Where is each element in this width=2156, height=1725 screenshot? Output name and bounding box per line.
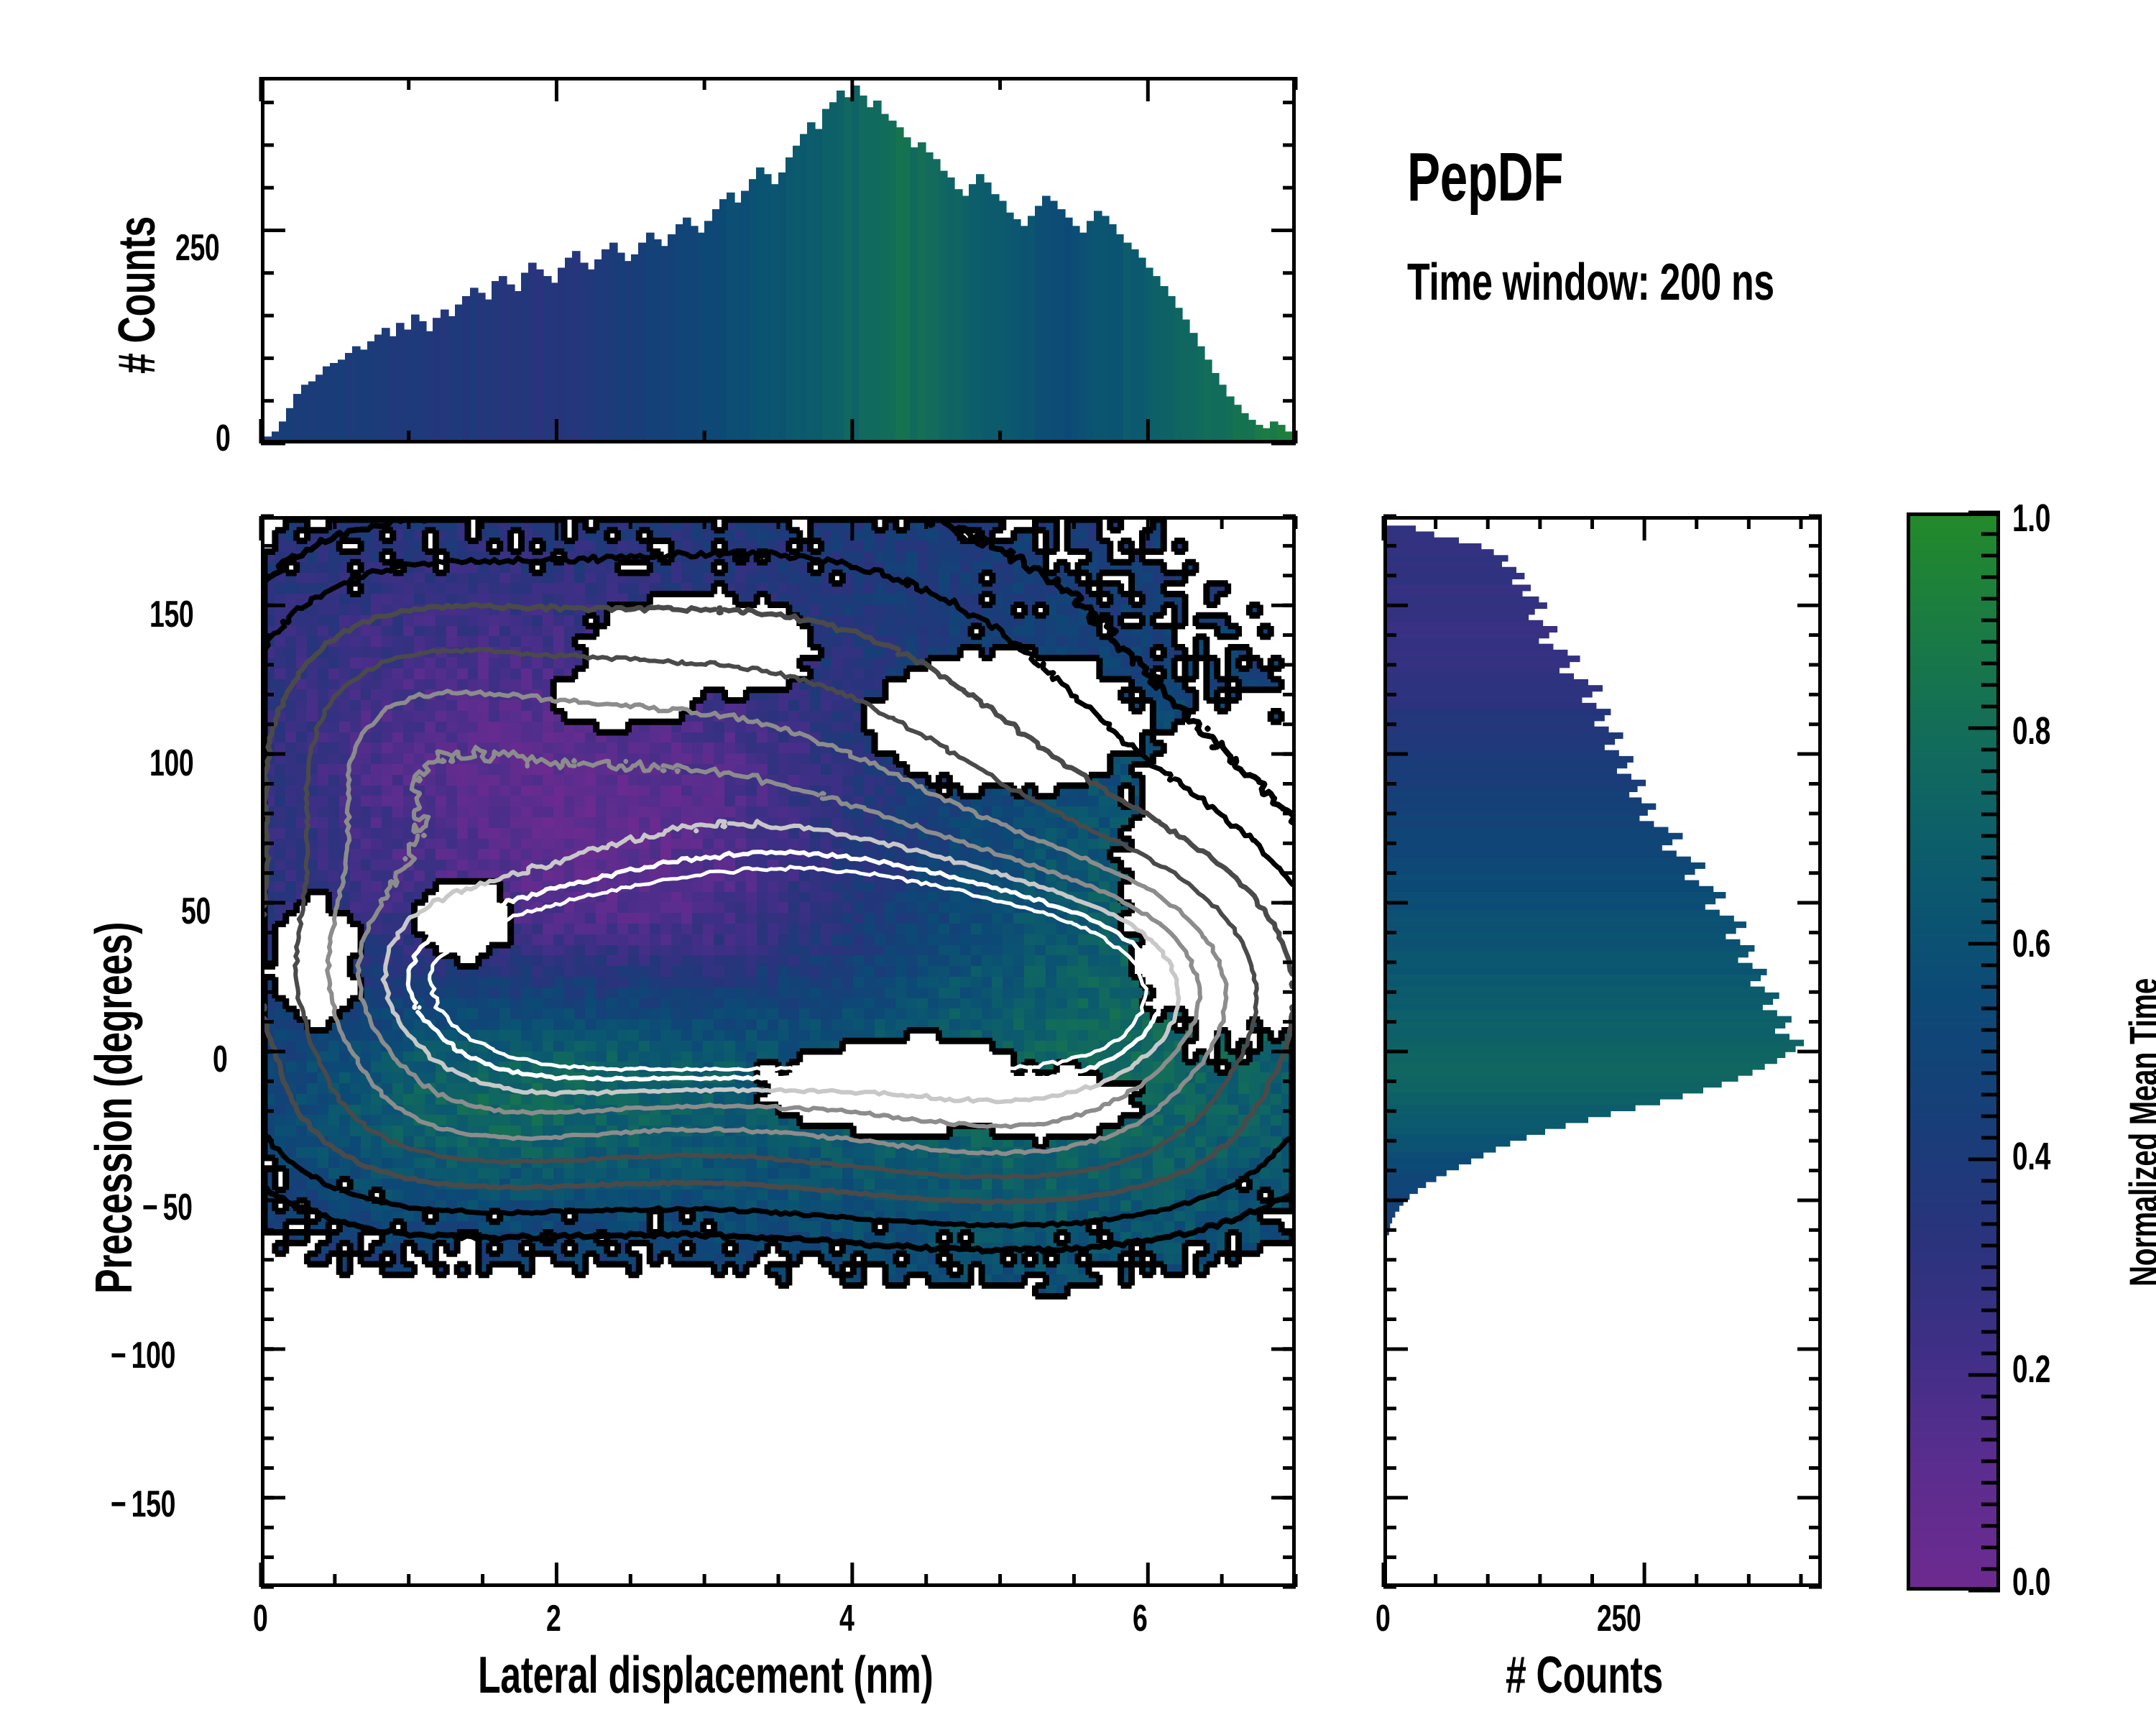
main-xtick-2: 2: [546, 1598, 561, 1639]
main-panel-ylabel: Precession (degrees): [86, 921, 143, 1294]
main-ytick-150: 150: [149, 594, 194, 635]
main-xtick-4: 4: [839, 1598, 854, 1639]
top-panel-ticks: [252, 68, 1301, 456]
main-ytick-neg100: − 100: [111, 1335, 176, 1376]
top-panel-ylabel: # Counts: [109, 216, 166, 374]
figure-title: PepDF: [1407, 139, 1564, 216]
right-panel-ticks: [1373, 503, 1833, 1603]
colorbar-tick-0-2: 0.2: [2012, 1348, 2050, 1391]
main-panel-ticks: [250, 503, 1307, 1603]
main-ytick-100: 100: [149, 742, 194, 784]
colorbar-tick-1-0: 1.0: [2012, 497, 2050, 540]
right-xtick-250: 250: [1597, 1598, 1641, 1639]
colorbar-ticks: [1897, 500, 2012, 1606]
main-ytick-neg150: − 150: [111, 1484, 176, 1525]
main-ytick-0: 0: [213, 1039, 228, 1080]
main-ytick-50: 50: [181, 891, 211, 932]
colorbar-tick-0-6: 0.6: [2012, 922, 2050, 965]
main-xtick-6: 6: [1133, 1598, 1148, 1639]
top-ytick-0: 0: [216, 418, 231, 459]
colorbar-tick-0-8: 0.8: [2012, 709, 2050, 753]
main-ytick-neg50: − 50: [142, 1187, 193, 1228]
figure-subtitle: Time window: 200 ns: [1407, 254, 1774, 311]
right-xtick-0: 0: [1376, 1598, 1391, 1639]
colorbar-tick-0-0: 0.0: [2012, 1560, 2050, 1604]
colorbar-tick-0-4: 0.4: [2012, 1135, 2050, 1178]
colorbar-label: Normalized Mean Time: [2121, 978, 2156, 1287]
main-panel-xlabel: Lateral displacement (nm): [478, 1647, 934, 1704]
right-panel-xlabel: # Counts: [1506, 1647, 1663, 1704]
main-xtick-0: 0: [253, 1598, 268, 1639]
top-ytick-250: 250: [175, 227, 220, 269]
